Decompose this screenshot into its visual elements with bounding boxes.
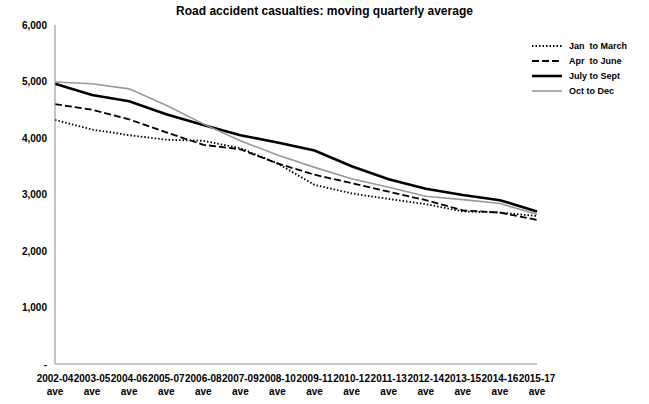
- svg-text:1,000: 1,000: [22, 302, 47, 313]
- svg-text:2011-13ave: 2011-13ave: [371, 373, 408, 397]
- svg-text:2008-10ave: 2008-10ave: [259, 373, 296, 397]
- html-text:Jan to March: Jan to March: [569, 40, 627, 51]
- svg-text:2005-07ave: 2005-07ave: [148, 373, 185, 397]
- svg-text:2004-06ave: 2004-06ave: [111, 373, 148, 397]
- svg-text:2002-04ave: 2002-04ave: [37, 373, 74, 397]
- svg-text:2015-17ave: 2015-17ave: [519, 373, 556, 397]
- svg-text:2010-12ave: 2010-12ave: [333, 373, 370, 397]
- svg-text:2014-16ave: 2014-16ave: [482, 373, 519, 397]
- svg-text:2006-08ave: 2006-08ave: [185, 373, 222, 397]
- html-text:Oct to Dec: Oct to Dec: [569, 85, 614, 96]
- svg-text:-: -: [44, 359, 47, 370]
- svg-text:2003-05ave: 2003-05ave: [74, 373, 111, 397]
- svg-text:2012-14ave: 2012-14ave: [407, 373, 444, 397]
- html-text:Apr to June: Apr to June: [569, 55, 622, 66]
- svg-text:3,000: 3,000: [22, 189, 47, 200]
- svg-text:2013-15ave: 2013-15ave: [444, 373, 481, 397]
- svg-text:5,000: 5,000: [22, 76, 47, 87]
- svg-text:2,000: 2,000: [22, 246, 47, 257]
- html-text:Road accident casualties: movi: Road accident casualties: moving quarter…: [176, 4, 473, 18]
- svg-text:2007-09ave: 2007-09ave: [222, 373, 259, 397]
- svg-text:6,000: 6,000: [22, 20, 47, 31]
- svg-text:2009-11ave: 2009-11ave: [296, 373, 333, 397]
- svg-text:4,000: 4,000: [22, 133, 47, 144]
- html-text:July to Sept: July to Sept: [569, 70, 620, 81]
